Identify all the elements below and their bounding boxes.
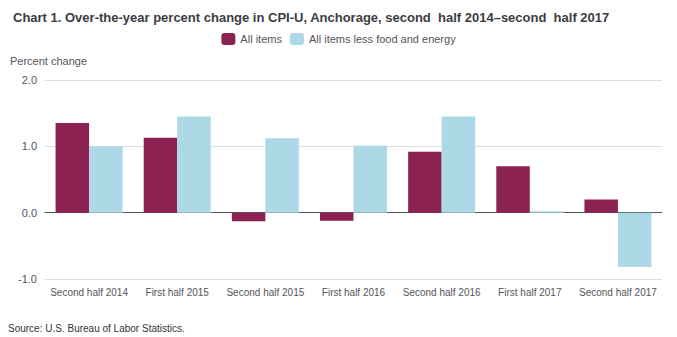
svg-text:2.0: 2.0 — [22, 74, 37, 86]
svg-text:Second half 2014: Second half 2014 — [50, 287, 128, 298]
svg-text:Percent change: Percent change — [10, 55, 87, 67]
svg-text:Second half 2015: Second half 2015 — [226, 287, 304, 298]
svg-text:Source: U.S. Bureau of Labor S: Source: U.S. Bureau of Labor Statistics. — [8, 323, 185, 334]
svg-text:0.0: 0.0 — [22, 207, 37, 219]
svg-text:All items less food and energy: All items less food and energy — [309, 33, 456, 45]
svg-text:First half 2015: First half 2015 — [146, 287, 210, 298]
svg-text:-1.0: -1.0 — [18, 273, 37, 285]
svg-text:Second half 2016: Second half 2016 — [403, 287, 481, 298]
svg-text:1.0: 1.0 — [22, 140, 37, 152]
svg-text:Second half 2017: Second half 2017 — [579, 287, 657, 298]
svg-text:All items: All items — [240, 33, 282, 45]
svg-text:First half 2017: First half 2017 — [498, 287, 562, 298]
svg-text:Chart 1. Over-the-year percent: Chart 1. Over-the-year percent change in… — [13, 10, 609, 25]
svg-text:First half 2016: First half 2016 — [322, 287, 386, 298]
